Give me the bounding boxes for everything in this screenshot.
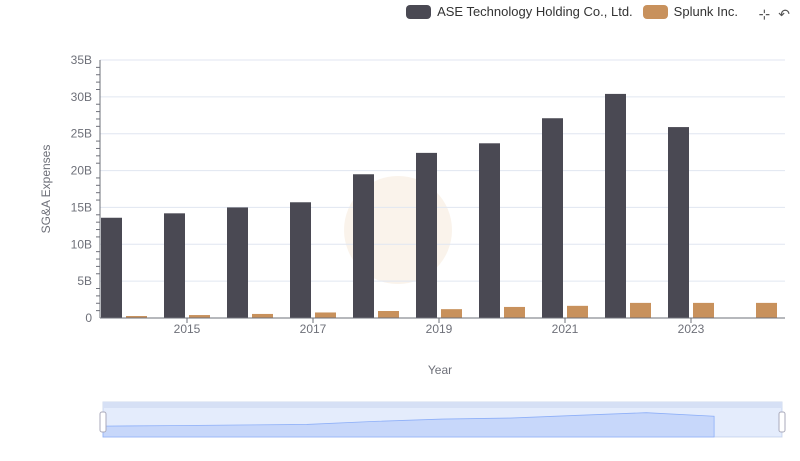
y-tick-label: 20B [71,164,92,178]
y-tick-label: 15B [71,200,92,214]
slider-handle-left[interactable] [99,411,107,433]
x-tick-label: 2019 [426,322,453,336]
bar-splunk-2017[interactable] [315,312,336,318]
bar-ase-2018[interactable] [353,174,374,318]
legend: ASE Technology Holding Co., Ltd. Splunk … [396,4,738,19]
y-tick-label: 35B [71,53,92,67]
x-tick-label: 2015 [174,322,201,336]
x-tick-label: 2021 [552,322,579,336]
zoom-select-icon[interactable]: ⊹ [758,6,771,22]
slider-handle-right[interactable] [778,411,786,433]
bar-splunk-2019[interactable] [441,309,462,318]
bar-ase-2021[interactable] [542,118,563,318]
bar-splunk-2020[interactable] [504,306,525,318]
zoom-reset-icon[interactable]: ↶ [778,6,790,22]
x-tick-label: 2017 [300,322,327,336]
bar-splunk-2014[interactable] [126,316,147,318]
bar-splunk-2022[interactable] [630,302,651,318]
y-tick-label: 25B [71,127,92,141]
x-tick-label: 2023 [678,322,705,336]
bar-ase-2014[interactable] [101,217,122,318]
y-tick-label: 5B [77,274,92,288]
y-axis-title: SG&A Expenses [39,145,53,234]
data-zoom-slider[interactable] [99,401,786,438]
bar-splunk-2018[interactable] [378,310,399,318]
bar-ase-2020[interactable] [479,143,500,318]
legend-label-splunk[interactable]: Splunk Inc. [673,4,738,19]
bar-ase-2023[interactable] [668,127,689,318]
legend-swatch-splunk[interactable] [642,4,668,19]
x-axis-title: Year [428,363,452,377]
bar-splunk-2024[interactable] [756,302,777,318]
bar-ase-2019[interactable] [416,152,437,318]
bar-splunk-2023[interactable] [693,302,714,318]
bar-splunk-2021[interactable] [567,305,588,318]
bar-ase-2015[interactable] [164,213,185,318]
legend-label-ase[interactable]: ASE Technology Holding Co., Ltd. [437,4,633,19]
y-tick-label: 10B [71,237,92,251]
bar-ase-2022[interactable] [605,93,626,318]
legend-swatch-ase[interactable] [406,4,432,19]
y-tick-label: 0 [85,311,92,325]
y-tick-label: 30B [71,90,92,104]
bar-splunk-2015[interactable] [189,315,210,318]
bar-ase-2016[interactable] [227,207,248,318]
bar-ase-2017[interactable] [290,202,311,318]
bar-splunk-2016[interactable] [252,313,273,318]
